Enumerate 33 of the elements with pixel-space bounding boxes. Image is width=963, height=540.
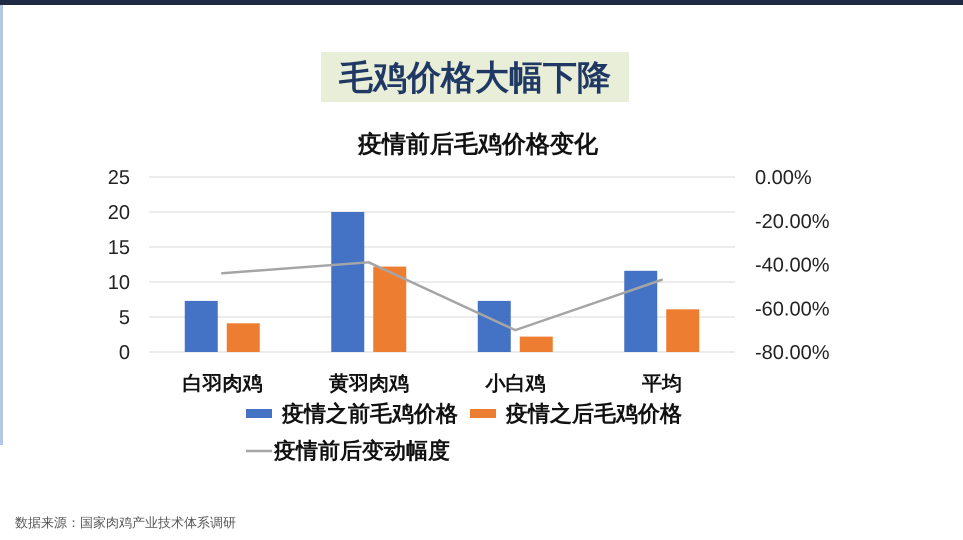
y-tick-label: 15 xyxy=(108,237,130,259)
bar xyxy=(373,266,406,352)
y-tick-label: 0 xyxy=(118,342,130,364)
y2-tick-label: -60.00% xyxy=(755,298,830,320)
y2-tick-label: -20.00% xyxy=(755,210,830,233)
legend-label: 疫情之前毛鸡价格 xyxy=(281,401,459,426)
bar xyxy=(331,212,364,352)
title: 毛鸡价格大幅下降 xyxy=(321,52,629,102)
legend-item: 疫情前后变动幅度 xyxy=(246,438,450,463)
bar xyxy=(184,300,218,352)
bar xyxy=(520,336,553,352)
bar xyxy=(666,309,700,352)
legend-item: 疫情之后毛鸡价格 xyxy=(470,401,682,426)
chart-subtitle: 疫情前后毛鸡价格变化 xyxy=(357,131,599,158)
bar xyxy=(226,323,260,352)
y-tick-label: 5 xyxy=(118,307,130,329)
y2-tick-label: 0.00% xyxy=(755,167,812,189)
legend-item: 疫情之前毛鸡价格 xyxy=(246,401,458,426)
x-tick-label: 平均 xyxy=(640,373,682,395)
bar xyxy=(624,270,658,352)
x-tick-label: 白羽肉鸡 xyxy=(182,373,262,395)
y2-tick-label: -80.00% xyxy=(755,342,830,364)
legend-label: 疫情之后毛鸡价格 xyxy=(505,401,683,426)
chart-title: 毛鸡价格大幅下降 xyxy=(338,59,611,97)
source-note: 数据来源：国家肉鸡产业技术体系调研 xyxy=(15,515,236,530)
line-series xyxy=(221,261,663,332)
y2-tick-label: -40.00% xyxy=(755,254,830,276)
y-tick-label: 20 xyxy=(108,202,130,224)
bar xyxy=(478,300,511,352)
y-tick-label: 10 xyxy=(108,272,130,294)
x-tick-label: 小白鸡 xyxy=(484,373,546,395)
x-tick-label: 黄羽肉鸡 xyxy=(328,373,409,395)
y-tick-label: 25 xyxy=(108,167,130,189)
